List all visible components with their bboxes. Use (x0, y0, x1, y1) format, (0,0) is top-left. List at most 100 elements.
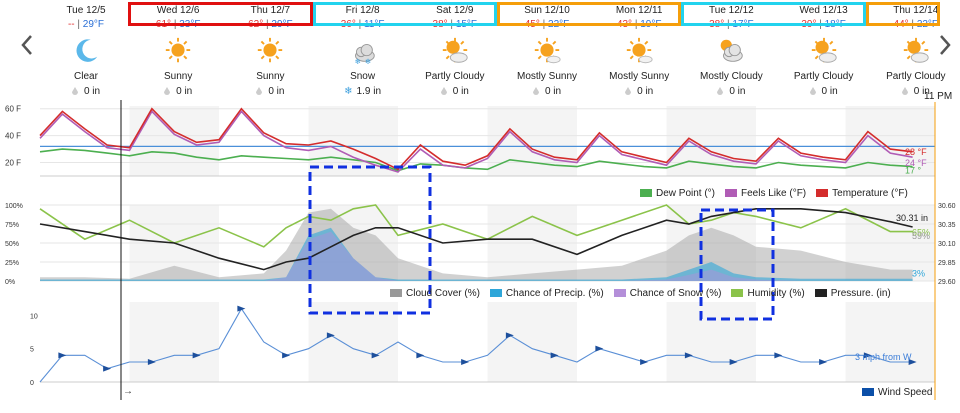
highlight-box-cyan (312, 2, 497, 26)
wind-direction-arrow-icon (684, 352, 693, 359)
day-label: Mon 12/11 (615, 5, 663, 16)
y-tick-label: 10 (30, 313, 38, 320)
precip-amount: 0 in (40, 86, 132, 97)
pressure-line (39, 208, 913, 271)
y-tick-label: 5 (30, 347, 34, 354)
wind-direction-arrow-icon (282, 352, 291, 359)
moon-icon (76, 39, 98, 62)
day-band (308, 106, 398, 176)
precip-amount: 0 in (224, 86, 316, 97)
precip-amount: 0 in (593, 86, 685, 97)
legend-swatch (489, 289, 502, 298)
day-band (845, 302, 935, 382)
legend-item[interactable]: Chance of Precip. (%) (489, 288, 604, 299)
next-arrow-icon[interactable] (934, 30, 956, 60)
legend-swatch (613, 289, 626, 298)
y2-tick-label: 29.60 (938, 279, 956, 286)
legend-swatch (390, 289, 402, 298)
y-tick-label: 0% (5, 279, 15, 286)
raindrop-icon (71, 87, 78, 96)
condition-label: Partly Cloudy (793, 71, 854, 82)
humidity-legend: Cloud Cover (%) Chance of Precip. (%) Chan… (380, 288, 891, 299)
legend-item[interactable]: Pressure. (in) (814, 288, 891, 299)
partly-cloudy-icon (811, 37, 837, 63)
day-label: Sun 12/10 (524, 5, 570, 16)
legend-label: Pressure. (in) (830, 288, 891, 299)
raindrop-icon (164, 87, 171, 96)
legend-item[interactable]: Cloud Cover (%) (390, 288, 480, 299)
wind-direction-arrow-icon (774, 352, 783, 359)
current-time-label: 11 PM (924, 91, 953, 102)
legend-label: Cloud Cover (%) (406, 288, 480, 299)
legend-item[interactable]: Humidity (%) (731, 288, 805, 299)
legend-swatch (814, 289, 827, 298)
day-label: Tue 12/5 (66, 5, 106, 16)
legend-item[interactable]: Feels Like (°F) (725, 188, 806, 199)
wind-direction-arrow-icon (550, 352, 559, 359)
y2-tick-label: 30.35 (938, 222, 956, 229)
y2-tick-label: 30.60 (938, 203, 956, 210)
condition-label: Snow (350, 71, 376, 82)
day-label: Thu 12/7 (250, 5, 291, 16)
wind-direction-arrow-icon (371, 352, 380, 359)
legend-item[interactable]: Wind Speed (862, 387, 932, 398)
day-temps: -- | 29°F (67, 19, 105, 30)
time-scroll-arrow-icon[interactable]: → (123, 386, 133, 397)
legend-swatch (725, 189, 738, 198)
y-tick-label: 75% (5, 222, 19, 229)
precip-amount: 0 in (870, 86, 960, 97)
wind-direction-arrow-icon (416, 352, 425, 359)
y-tick-label: 25% (5, 260, 19, 267)
condition-label: Mostly Sunny (516, 71, 578, 82)
cloud-cover-area (40, 208, 913, 281)
precip-amount: ❄ 1.9 in (344, 86, 382, 97)
day-column[interactable]: Tue 12/5 -- | 29°F Clear 0 in (40, 0, 132, 104)
day-band (666, 302, 756, 382)
day-label: Fri 12/8 (345, 5, 380, 16)
annotation-box-snow (308, 165, 432, 315)
legend-label: Temperature (°F) (832, 188, 908, 199)
legend-label: Feels Like (°F) (741, 188, 807, 199)
condition-label: Clear (74, 71, 98, 82)
y-tick-label: 60 F (5, 105, 21, 114)
y2-tick-label: 30.10 (938, 241, 956, 248)
wind-direction-arrow-icon (908, 359, 917, 365)
low-temp: 29°F (82, 19, 105, 30)
snow-cloud-icon: ❄ ❄ (354, 43, 375, 66)
precip-amount: 0 in (685, 86, 777, 97)
end-value-label: 3% (912, 269, 925, 279)
legend-item[interactable]: Dew Point (°) (640, 188, 715, 199)
wind-direction-arrow-icon (819, 359, 828, 365)
highlight-box-orange (497, 2, 682, 26)
end-value-label: 30.31 in (896, 213, 928, 223)
legend-item[interactable]: Chance of Snow (%) (613, 288, 721, 299)
day-label: Wed 12/13 (799, 5, 848, 16)
precip-amount: 0 in (409, 86, 501, 97)
wind-direction-arrow-icon (192, 352, 201, 359)
y2-tick-label: 29.85 (938, 260, 956, 267)
legend-item[interactable]: Temperature (°F) (816, 188, 908, 199)
day-label: Wed 12/6 (156, 5, 200, 16)
highlight-box-cyan (681, 2, 866, 26)
legend-swatch (862, 388, 874, 397)
condition-label: Mostly Cloudy (699, 71, 763, 82)
day-label: Tue 12/12 (709, 5, 754, 16)
wind-direction-arrow-icon (326, 332, 335, 339)
legend-label: Dew Point (°) (656, 188, 716, 199)
prev-arrow-icon[interactable] (16, 30, 38, 60)
end-value-label: 65% (912, 228, 930, 238)
raindrop-icon (901, 87, 908, 96)
partly-cloudy-icon (903, 37, 929, 63)
wind-speed-line (39, 307, 913, 383)
day-band (129, 302, 219, 382)
wind-direction-arrow-icon (595, 345, 604, 352)
end-value-label: 24 °F (905, 158, 927, 168)
wind-direction-arrow-icon (505, 332, 514, 339)
legend-swatch (640, 189, 652, 198)
raindrop-icon (717, 87, 724, 96)
legend-label: Humidity (%) (747, 288, 805, 299)
mostly-sunny-icon (627, 37, 653, 64)
sun-icon (258, 37, 283, 63)
day-label: Thu 12/14 (893, 5, 939, 16)
